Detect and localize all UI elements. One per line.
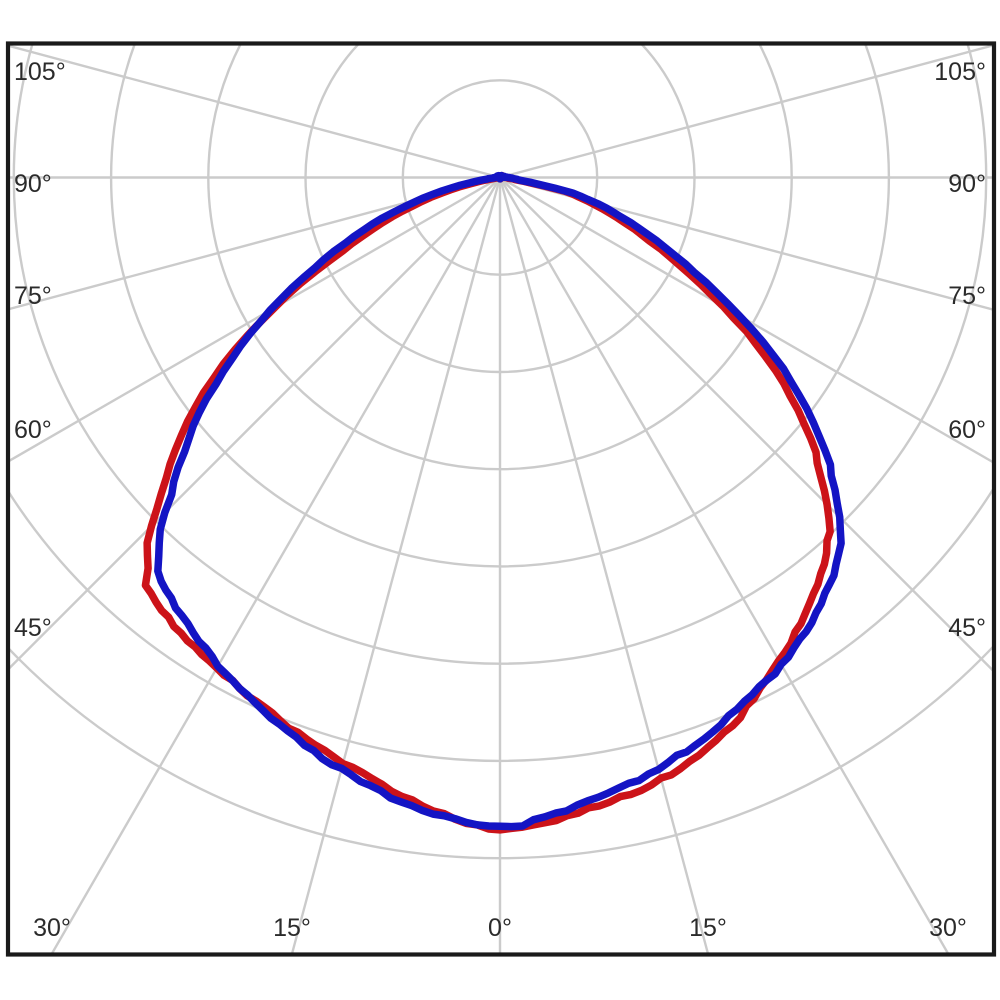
svg-text:45°: 45° bbox=[948, 614, 986, 642]
svg-text:30°: 30° bbox=[33, 914, 71, 942]
svg-text:105°: 105° bbox=[934, 58, 986, 86]
svg-text:105°: 105° bbox=[14, 58, 66, 86]
svg-text:75°: 75° bbox=[948, 282, 986, 310]
svg-text:15°: 15° bbox=[689, 914, 727, 942]
svg-text:15°: 15° bbox=[273, 914, 311, 942]
svg-text:60°: 60° bbox=[14, 416, 52, 444]
svg-text:90°: 90° bbox=[948, 170, 986, 198]
svg-text:30°: 30° bbox=[929, 914, 967, 942]
svg-text:75°: 75° bbox=[14, 282, 52, 310]
svg-text:60°: 60° bbox=[948, 416, 986, 444]
svg-text:90°: 90° bbox=[14, 170, 52, 198]
svg-text:0°: 0° bbox=[488, 914, 512, 942]
svg-text:45°: 45° bbox=[14, 614, 52, 642]
